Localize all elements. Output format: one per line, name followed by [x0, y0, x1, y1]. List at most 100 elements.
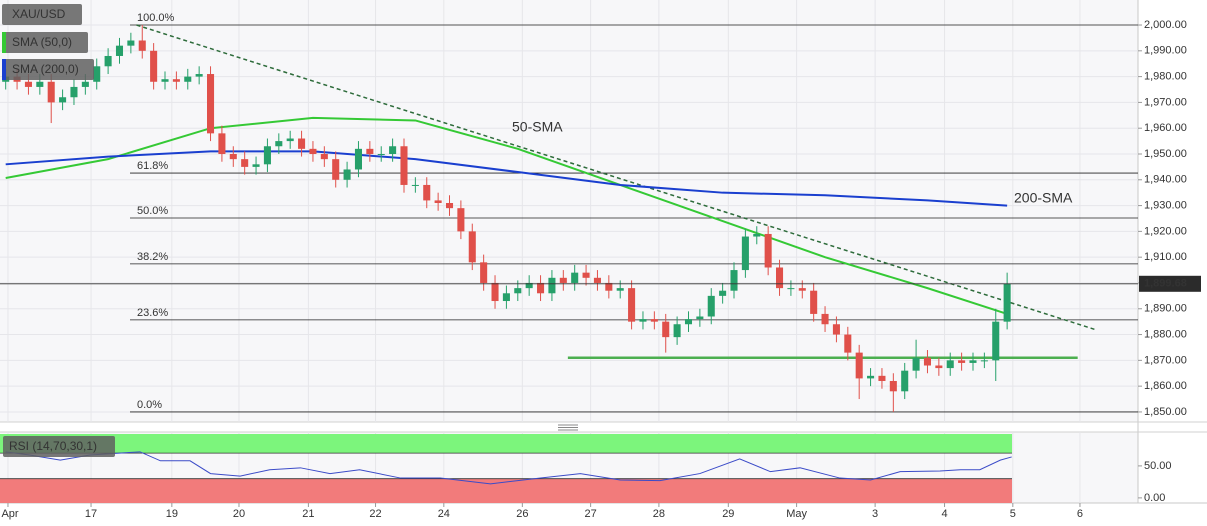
- fib-label: 100.0%: [137, 12, 175, 24]
- candle-body: [730, 270, 738, 291]
- candle-body: [81, 81, 89, 87]
- candle-body: [946, 360, 954, 369]
- legend-box: [3, 436, 115, 457]
- candle-body: [70, 86, 78, 98]
- candle-body: [207, 74, 215, 134]
- candle-body: [457, 208, 465, 232]
- last-price-label: 1,899.68: [1144, 278, 1187, 290]
- candle-body: [787, 288, 795, 290]
- candle-body: [36, 81, 44, 87]
- candle-body: [491, 282, 499, 302]
- main-panel: [0, 0, 1138, 422]
- x-tick-label: 28: [653, 508, 665, 520]
- y-tick-label: 1,870.00: [1144, 354, 1187, 366]
- candle-body: [502, 293, 510, 302]
- candle-body: [878, 375, 886, 381]
- y-tick-label: 1,990.00: [1144, 45, 1187, 57]
- y-tick-label: 1,960.00: [1144, 122, 1187, 134]
- resize-grip[interactable]: [558, 424, 578, 431]
- legend-label: SMA (200,0): [12, 62, 79, 76]
- candle-body: [810, 290, 818, 314]
- y-tick-label: 1,980.00: [1144, 71, 1187, 83]
- candle-body: [480, 262, 488, 283]
- candle-body: [172, 79, 180, 82]
- x-tick-label: 3: [872, 508, 878, 520]
- candle-body: [969, 360, 977, 363]
- candle-body: [992, 321, 1000, 361]
- candle-body: [263, 146, 271, 165]
- legend-box: [2, 59, 94, 80]
- candle-body: [252, 164, 260, 167]
- legend-swatch: [2, 59, 6, 80]
- candle-body: [525, 282, 533, 289]
- candle-body: [184, 76, 192, 82]
- x-tick-label: 27: [584, 508, 596, 520]
- candle-body: [241, 159, 249, 167]
- candle-body: [616, 288, 624, 291]
- candle-body: [650, 319, 658, 322]
- candle-body: [628, 288, 636, 322]
- candle-body: [605, 282, 613, 291]
- y-tick-label: 1,890.00: [1144, 303, 1187, 315]
- candle-body: [639, 319, 647, 322]
- candle-body: [161, 79, 169, 82]
- y-tick-label: 1,950.00: [1144, 148, 1187, 160]
- candle-body: [958, 360, 966, 363]
- candle-body: [400, 146, 408, 185]
- candle-body: [93, 66, 101, 82]
- candle-body: [286, 138, 294, 142]
- candle-body: [24, 81, 32, 87]
- x-tick-label: 29: [722, 508, 734, 520]
- fib-label: 50.0%: [137, 205, 168, 217]
- candle-body: [832, 324, 840, 335]
- last-price-box: [1139, 275, 1201, 292]
- candle-body: [980, 360, 988, 362]
- y-tick-label: 1,920.00: [1144, 225, 1187, 237]
- rsi-line: [5, 451, 1012, 485]
- candle-body: [764, 233, 772, 268]
- candle-body: [229, 153, 237, 160]
- candle-body: [1003, 283, 1011, 322]
- candle-body: [901, 370, 909, 392]
- x-tick-label: 5: [1010, 508, 1016, 520]
- y-tick-label: 1,910.00: [1144, 251, 1187, 263]
- y-tick-label: 50.00: [1144, 460, 1172, 472]
- x-tick-label: Apr: [1, 508, 18, 520]
- candle-body: [855, 352, 863, 379]
- candle-body: [218, 133, 226, 154]
- x-tick-label: 24: [438, 508, 450, 520]
- candle-body: [445, 203, 454, 209]
- candle-body: [354, 148, 362, 170]
- candle-body: [798, 288, 806, 291]
- series-annotation: 200-SMA: [1014, 190, 1073, 206]
- candle-body: [514, 288, 522, 294]
- candle-body: [537, 282, 545, 294]
- y-tick-label: 1,940.00: [1144, 174, 1187, 186]
- candle-body: [104, 55, 112, 67]
- candle-body: [912, 357, 920, 371]
- x-tick-label: 19: [166, 508, 178, 520]
- candle-body: [127, 40, 135, 46]
- candle-body: [923, 357, 931, 366]
- candle-body: [776, 267, 784, 289]
- series-annotation: 50-SMA: [512, 119, 563, 135]
- candle-body: [559, 277, 567, 283]
- y-tick-label: 2,000.00: [1144, 19, 1187, 31]
- legend-label: RSI (14,70,30,1): [9, 439, 97, 453]
- candle-body: [582, 272, 590, 278]
- legend-box: [2, 32, 88, 53]
- candle-body: [867, 375, 875, 379]
- candle-body: [320, 153, 328, 160]
- y-tick-label: 1,880.00: [1144, 328, 1187, 340]
- candle-body: [298, 138, 306, 149]
- legend-swatch: [2, 32, 6, 53]
- candle-body: [389, 146, 397, 154]
- x-tick-label: 4: [941, 508, 947, 520]
- candle-body: [377, 153, 385, 155]
- candle-body: [332, 159, 340, 180]
- x-tick-label: 6: [1077, 508, 1083, 520]
- y-tick-label: 0.00: [1144, 492, 1165, 504]
- candle-body: [468, 231, 476, 263]
- candle-body: [707, 295, 715, 317]
